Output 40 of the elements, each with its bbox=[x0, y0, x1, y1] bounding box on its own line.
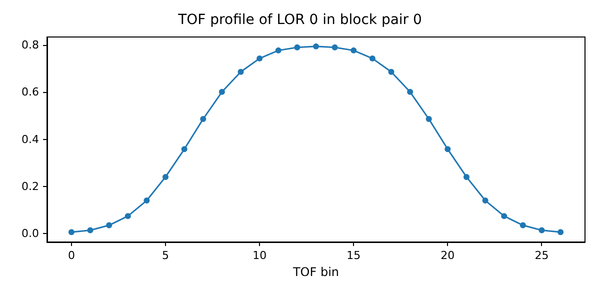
point bbox=[68, 229, 74, 236]
x-tick-label: 10 bbox=[252, 249, 267, 262]
y-tick-label: 0.2 bbox=[22, 180, 39, 193]
y-tick-label: 0.0 bbox=[22, 227, 39, 240]
point bbox=[200, 116, 206, 122]
point bbox=[369, 55, 376, 62]
point bbox=[332, 44, 338, 50]
point bbox=[407, 88, 414, 95]
x-tick-label: 0 bbox=[68, 249, 75, 262]
point bbox=[313, 43, 319, 50]
point bbox=[350, 47, 357, 54]
x-tick-label: 25 bbox=[534, 249, 549, 262]
point bbox=[501, 213, 508, 220]
point bbox=[181, 146, 188, 152]
chart-title: TOF profile of LOR 0 in block pair 0 bbox=[177, 12, 422, 28]
x-tick-label: 20 bbox=[440, 249, 455, 262]
x-axis-title: TOF bin bbox=[292, 265, 340, 279]
point bbox=[256, 55, 263, 62]
x-tick-label: 5 bbox=[162, 249, 170, 262]
point bbox=[124, 213, 131, 220]
point bbox=[294, 44, 300, 50]
point bbox=[162, 174, 169, 180]
y-tick-label: 0.6 bbox=[22, 86, 39, 99]
point bbox=[482, 198, 488, 204]
y-tick-label: 0.8 bbox=[22, 38, 39, 52]
point bbox=[426, 116, 432, 122]
point bbox=[238, 68, 244, 75]
x-tick-label: 15 bbox=[346, 249, 361, 262]
point bbox=[444, 146, 451, 152]
point bbox=[558, 229, 564, 236]
y-tick-label: 0.4 bbox=[22, 132, 39, 146]
point bbox=[87, 227, 94, 234]
point bbox=[106, 222, 112, 228]
point bbox=[144, 198, 150, 204]
point bbox=[463, 174, 470, 180]
point bbox=[218, 88, 225, 95]
point bbox=[538, 227, 545, 234]
point bbox=[520, 222, 526, 228]
point bbox=[388, 68, 394, 75]
point bbox=[275, 47, 282, 54]
